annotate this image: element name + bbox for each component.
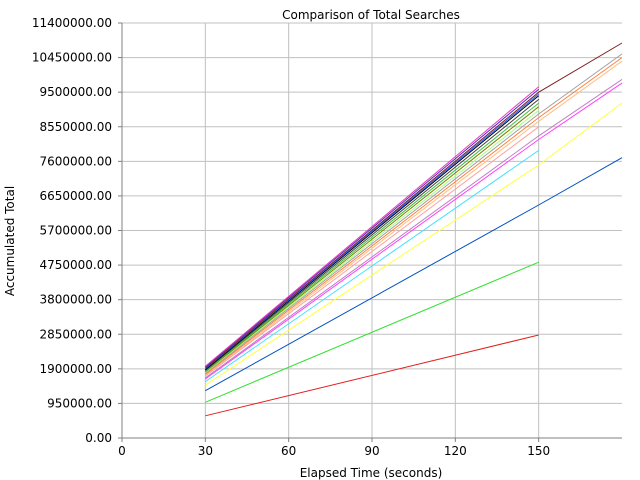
y-tick-label: 0.00 — [85, 431, 112, 445]
y-tick-labels: 0.00 950000.00 1900000.00 2850000.00 3800000… — [32, 16, 122, 445]
series-line-12 — [204, 110, 540, 373]
series-line-17 — [204, 93, 540, 370]
series-line-1 — [205, 334, 539, 417]
y-axis-title: Accumulated Total — [3, 186, 17, 296]
series-line-3 — [205, 157, 623, 392]
series-line-16 — [204, 95, 540, 370]
x-axis-title: Elapsed Time (seconds) — [300, 466, 443, 480]
y-tick-label: 8550000.00 — [39, 120, 112, 134]
series-line-10 — [204, 57, 623, 375]
y-tick-label: 1900000.00 — [39, 362, 112, 376]
series-line-20 — [204, 86, 540, 367]
x-tick-label: 150 — [527, 444, 550, 458]
x-tick-label: 120 — [444, 444, 467, 458]
series-line-2 — [205, 261, 539, 403]
series-lines — [204, 42, 623, 417]
series-line-13 — [204, 106, 540, 373]
x-tick-labels: 0 30 60 90 120 150 — [118, 438, 550, 458]
x-tick-label: 0 — [118, 444, 126, 458]
y-tick-label: 3800000.00 — [39, 293, 112, 307]
series-line-15 — [204, 99, 540, 371]
series-line-6 — [205, 82, 623, 380]
y-tick-label: 950000.00 — [47, 396, 112, 410]
y-tick-label: 9500000.00 — [39, 85, 112, 99]
series-line-7 — [205, 78, 623, 379]
series-line-9 — [204, 60, 623, 376]
y-tick-label: 7600000.00 — [39, 154, 112, 168]
y-tick-label: 10450000.00 — [32, 51, 112, 65]
y-tick-label: 4750000.00 — [39, 258, 112, 272]
series-line-5 — [205, 149, 539, 383]
chart-title: Comparison of Total Searches — [282, 8, 460, 22]
series-line-4 — [205, 102, 623, 386]
y-tick-label: 6650000.00 — [39, 189, 112, 203]
series-line-19 — [204, 88, 540, 368]
x-tick-label: 90 — [364, 444, 379, 458]
y-tick-label: 2850000.00 — [39, 327, 112, 341]
series-line-11 — [204, 53, 623, 374]
x-tick-label: 30 — [198, 444, 213, 458]
y-tick-label: 5700000.00 — [39, 224, 112, 238]
y-tick-label: 11400000.00 — [32, 16, 112, 30]
series-line-14 — [204, 102, 540, 372]
series-line-18 — [204, 42, 623, 369]
x-tick-label: 60 — [281, 444, 296, 458]
series-line-8 — [205, 126, 539, 377]
